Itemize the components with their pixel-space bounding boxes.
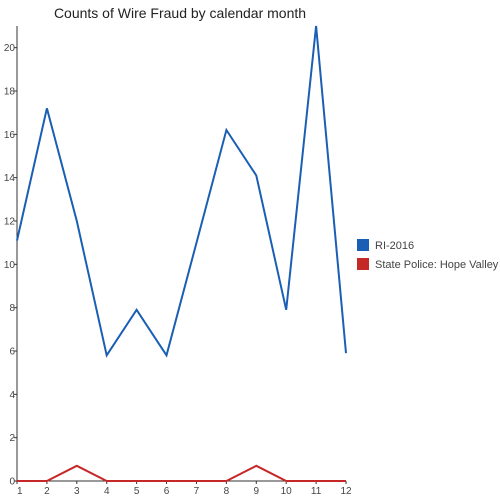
x-tick-label: 6	[164, 486, 170, 497]
legend-label: State Police: Hope Valley	[375, 259, 499, 271]
legend[interactable]: RI-2016 State Police: Hope Valley	[357, 239, 499, 271]
y-tick-label: 16	[4, 130, 16, 141]
series-line-1	[17, 464, 346, 482]
y-tick-label: 6	[9, 347, 15, 358]
y-tick-label: 12	[4, 217, 16, 228]
y-tick-label: 8	[9, 303, 15, 314]
x-tick-label: 5	[134, 486, 140, 497]
x-tick-label: 9	[253, 486, 259, 497]
x-tick-label: 3	[74, 486, 80, 497]
x-tick-label: 7	[194, 486, 200, 497]
legend-item-1[interactable]: State Police: Hope Valley	[357, 258, 499, 271]
series-line-0	[16, 25, 347, 358]
legend-label: RI-2016	[375, 240, 414, 252]
x-tick-label: 1	[17, 486, 23, 497]
y-tick-label: 10	[4, 260, 16, 271]
x-tick-label: 2	[44, 486, 50, 497]
x-tick-label: 8	[224, 486, 230, 497]
y-tick-label: 18	[4, 87, 16, 98]
y-tick-label: 2	[9, 433, 15, 444]
x-tick-label: 12	[340, 486, 352, 497]
x-tick-label: 11	[311, 486, 322, 497]
y-tick-label: 0	[9, 477, 15, 488]
legend-swatch	[357, 239, 369, 251]
x-tick-label: 4	[104, 486, 110, 497]
x-tick-label: 10	[281, 486, 293, 497]
y-tick-label: 20	[4, 43, 16, 54]
legend-item-0[interactable]: RI-2016	[357, 239, 414, 252]
y-tick-label: 14	[4, 173, 16, 184]
y-tick-label: 4	[9, 390, 15, 401]
series-layer	[16, 25, 347, 482]
chart-title: Counts of Wire Fraud by calendar month	[54, 5, 306, 21]
legend-swatch	[357, 258, 369, 270]
